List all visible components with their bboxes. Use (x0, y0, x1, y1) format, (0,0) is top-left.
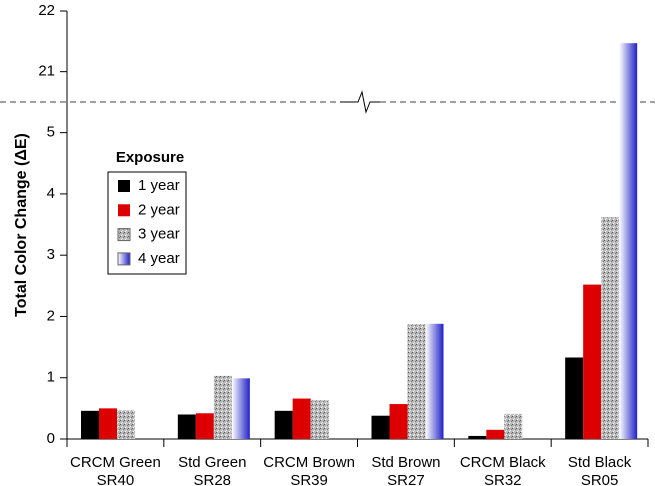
bar (371, 415, 390, 439)
x-tick-label: CRCM Green (70, 454, 161, 471)
y-tick-label: 4 (47, 185, 55, 202)
x-tick-label: SR32 (484, 472, 522, 486)
bar (583, 284, 602, 439)
x-tick-label: SR05 (581, 472, 619, 486)
break-gap (340, 94, 380, 112)
bar (389, 404, 408, 439)
bar (601, 217, 620, 439)
x-tick-label: Std Brown (371, 454, 440, 471)
legend-label: 3 year (138, 226, 180, 243)
x-tick-label: CRCM Black (460, 454, 546, 471)
x-tick-label: Std Black (568, 454, 632, 471)
bar (274, 410, 293, 439)
bar (425, 323, 444, 439)
bar (99, 408, 117, 439)
bar (504, 413, 523, 439)
bar (468, 435, 487, 439)
bar (310, 400, 329, 439)
x-tick-label: SR40 (97, 472, 135, 486)
bar (81, 410, 99, 439)
legend-swatch (117, 228, 131, 242)
legend-swatch (118, 180, 130, 192)
legend-swatch (117, 252, 131, 266)
legend-label: 4 year (138, 250, 180, 267)
bar (407, 324, 426, 439)
y-tick-label: 2 (47, 307, 55, 324)
x-tick-label: Std Green (178, 454, 246, 471)
bar (565, 357, 584, 439)
y-tick-label: 3 (47, 246, 55, 263)
bar (177, 414, 196, 439)
legend-label: 1 year (138, 177, 180, 194)
bar (619, 43, 638, 440)
y-axis-label: Total Color Change (ΔE) (13, 133, 30, 317)
x-tick-label: SR28 (193, 472, 231, 486)
y-tick-label: 5 (47, 124, 55, 141)
y-tick-label: 22 (38, 2, 55, 19)
legend-swatch (118, 204, 130, 217)
break-zigzag (340, 90, 380, 114)
bar (117, 410, 135, 439)
y-tick-label: 21 (38, 63, 55, 80)
bar (292, 398, 311, 439)
bar (486, 429, 505, 439)
legend-title: Exposure (116, 149, 184, 166)
x-tick-label: SR27 (387, 472, 425, 486)
y-tick-label: 0 (47, 430, 55, 447)
x-tick-label: SR39 (290, 472, 328, 486)
bar (195, 413, 214, 439)
legend-label: 2 year (138, 201, 180, 218)
x-tick-label: CRCM Brown (263, 454, 355, 471)
y-tick-label: 1 (47, 369, 55, 386)
bar (231, 378, 250, 439)
bar (213, 375, 232, 439)
